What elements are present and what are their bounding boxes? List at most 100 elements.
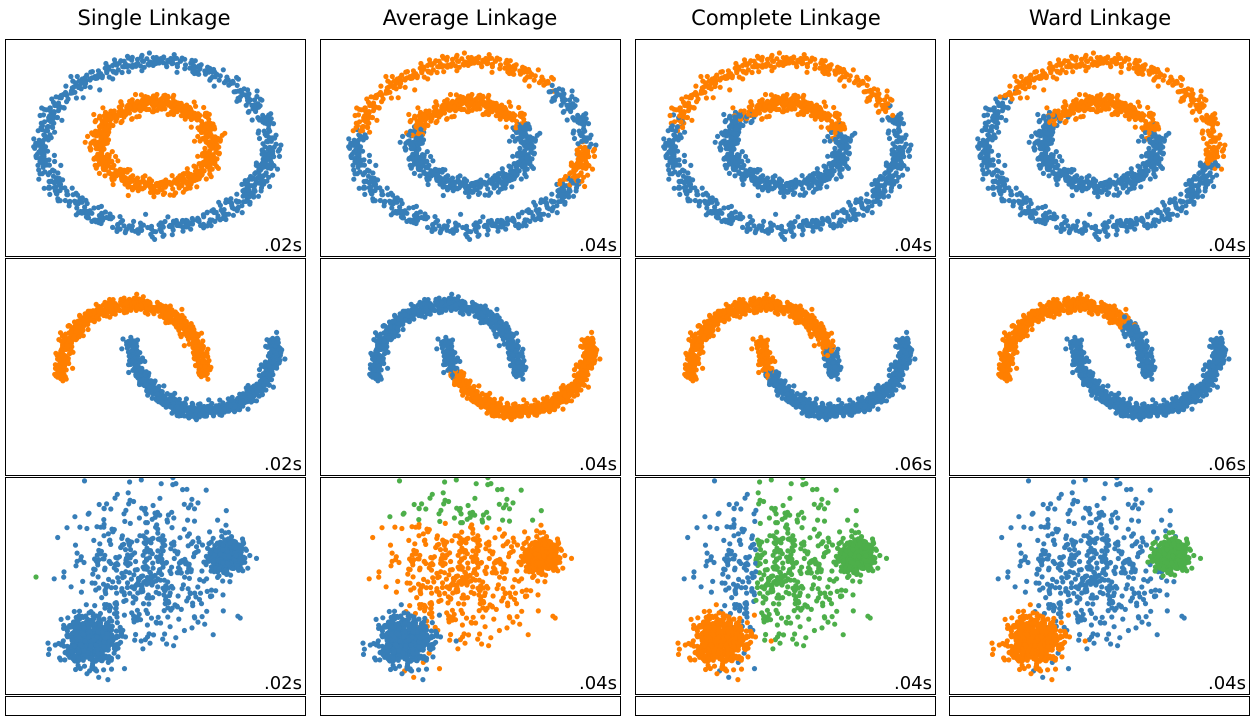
scatter-point	[983, 105, 988, 110]
scatter-point	[536, 67, 541, 72]
scatter-point	[382, 199, 387, 204]
scatter-point	[485, 232, 490, 237]
scatter-point	[528, 74, 533, 79]
scatter-point	[530, 215, 535, 220]
scatter-point	[763, 92, 768, 97]
column-title-ward: Ward Linkage	[950, 6, 1250, 30]
scatter-point	[355, 123, 360, 128]
scatter-point	[725, 163, 730, 168]
scatter-point	[410, 152, 415, 157]
scatter-point	[374, 118, 379, 123]
scatter-point	[666, 128, 671, 133]
scatter-point	[1087, 212, 1092, 217]
scatter-point	[668, 113, 673, 118]
scatter-point	[102, 141, 107, 146]
scatter-point	[126, 184, 131, 189]
scatter-point	[901, 121, 906, 126]
scatter-point	[264, 133, 269, 138]
scatter-point	[1003, 118, 1008, 123]
scatter-point	[455, 58, 460, 63]
scatter-point	[205, 210, 210, 215]
scatter-point	[529, 164, 534, 169]
scatter-point	[540, 198, 545, 203]
scatter-point	[105, 152, 110, 157]
scatter-point	[49, 119, 54, 124]
scatter-point	[197, 138, 202, 143]
scatter-point	[790, 234, 795, 239]
scatter-point	[1184, 210, 1189, 215]
scatter-point	[729, 218, 734, 223]
scatter-point	[713, 81, 718, 86]
scatter-point	[195, 134, 200, 139]
scatter-point	[866, 199, 871, 204]
scatter-point	[108, 216, 113, 221]
scatter-point	[51, 174, 56, 179]
scatter-point	[346, 136, 351, 141]
scatter-point	[47, 192, 52, 197]
scatter-point	[87, 76, 92, 81]
scatter-point	[854, 75, 859, 80]
scatter-point	[130, 55, 135, 60]
scatter-point	[740, 225, 745, 230]
scatter-point	[1084, 58, 1089, 63]
scatter-point	[1012, 74, 1017, 79]
scatter-point	[462, 50, 467, 55]
scatter-point	[466, 93, 471, 98]
scatter-point	[362, 192, 367, 197]
scatter-point	[1070, 69, 1075, 74]
scatter-point	[62, 105, 67, 110]
scatter-point	[736, 169, 741, 174]
scatter-point	[214, 156, 219, 161]
scatter-point	[522, 150, 527, 155]
scatter-point	[750, 218, 755, 223]
scatter-point	[455, 175, 460, 180]
scatter-point	[793, 185, 798, 190]
scatter-point	[876, 94, 881, 99]
scatter-point	[880, 117, 885, 122]
scatter-point	[256, 194, 261, 199]
scatter-point	[756, 184, 761, 189]
scatter-point	[721, 112, 726, 117]
scatter-point	[791, 192, 796, 197]
scatter-point	[224, 75, 229, 80]
scatter-point	[706, 85, 711, 90]
scatter-point	[872, 181, 877, 186]
scatter-point	[209, 155, 214, 160]
scatter-point	[450, 99, 455, 104]
scatter-point	[374, 93, 379, 98]
scatter-point	[731, 166, 736, 171]
scatter-point	[760, 55, 765, 60]
scatter-point	[54, 94, 59, 99]
scatter-point	[1109, 214, 1114, 219]
scatter-point	[746, 112, 751, 117]
scatter-point	[425, 225, 430, 230]
scatter-point	[669, 105, 674, 110]
scatter-point	[518, 130, 523, 135]
scatter-point	[706, 210, 711, 215]
scatter-point	[531, 200, 536, 205]
scatter-point	[176, 105, 181, 110]
scatter-point	[733, 161, 738, 166]
scatter-point	[475, 234, 480, 239]
scatter-point	[815, 186, 820, 191]
scatter-point	[873, 199, 878, 204]
scatter-point	[715, 134, 720, 139]
scatter-point	[824, 184, 829, 189]
scatter-point	[574, 98, 579, 103]
scatter-point	[70, 186, 75, 191]
scatter-point	[889, 185, 894, 190]
scatter-point	[798, 223, 803, 228]
scatter-point	[362, 113, 367, 118]
scatter-point	[661, 144, 666, 149]
scatter-point	[439, 64, 444, 69]
scatter-point	[202, 146, 207, 151]
scatter-point	[429, 229, 434, 234]
scatter-point	[103, 66, 108, 71]
scatter-point	[561, 187, 566, 192]
scatter-point	[192, 139, 197, 144]
scatter-point	[385, 85, 390, 90]
scatter-point	[74, 199, 79, 204]
scatter-point	[692, 105, 697, 110]
scatter-point	[182, 57, 187, 62]
scatter-point	[546, 213, 551, 218]
